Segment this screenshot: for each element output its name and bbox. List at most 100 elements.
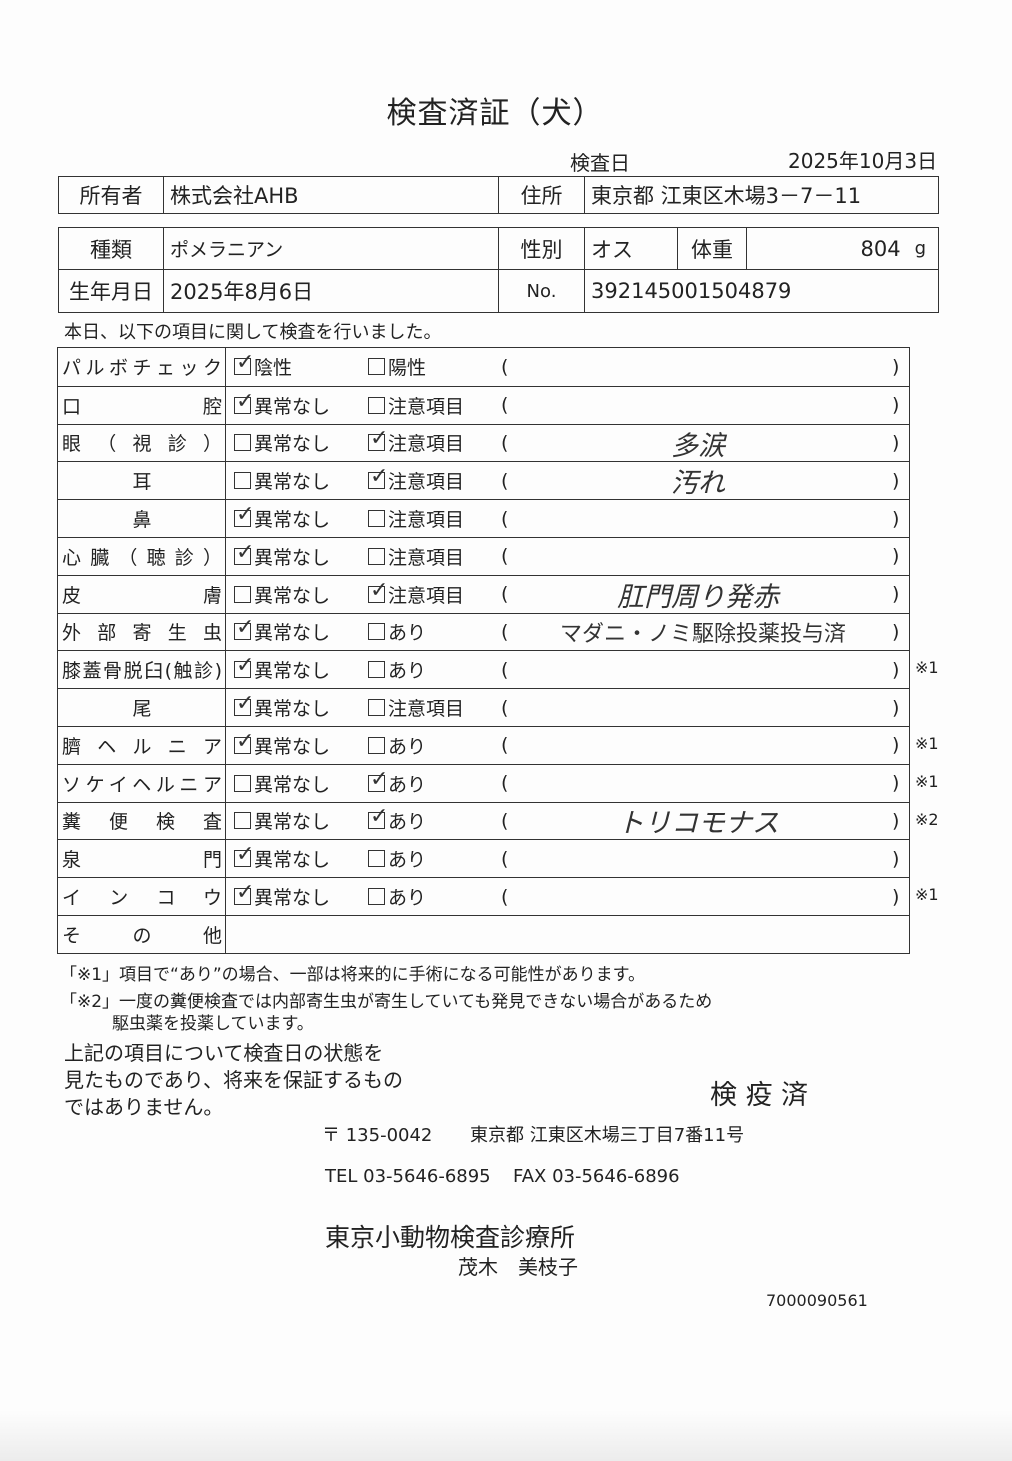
checkbox-icon[interactable] [234, 434, 251, 452]
exam-option[interactable]: 異常なし [234, 689, 330, 726]
open-paren: ( [501, 809, 509, 832]
checked-checkbox-icon[interactable] [234, 729, 254, 754]
exam-option[interactable]: 異常なし [234, 387, 330, 424]
exam-option[interactable]: あり [368, 727, 426, 764]
exam-item-label: 外部寄生虫 [62, 614, 222, 651]
exam-option[interactable]: 異常なし [234, 462, 330, 499]
address-label: 住所 [498, 177, 584, 213]
open-paren: ( [501, 658, 509, 681]
exam-option[interactable]: 注意項目 [368, 462, 464, 499]
checked-checkbox-icon[interactable] [368, 426, 388, 452]
checkbox-icon[interactable] [234, 472, 251, 490]
exam-option[interactable]: あり [368, 840, 426, 877]
close-paren: ) [892, 847, 900, 870]
exam-option[interactable]: 異常なし [234, 803, 330, 840]
owner-label: 所有者 [79, 184, 143, 208]
exam-option[interactable]: あり [368, 803, 426, 840]
exam-item-label: インコウ [62, 878, 222, 915]
checkbox-icon[interactable] [368, 623, 385, 641]
exam-option[interactable]: あり [368, 765, 426, 802]
option-label: 異常なし [254, 887, 331, 910]
exam-option[interactable]: あり [368, 878, 426, 915]
address-value: 東京都 江東区木場3－7－11 [584, 177, 938, 213]
disclaimer-line: 上記の項目について検査日の状態を [64, 1041, 384, 1065]
exam-option[interactable]: あり [368, 614, 426, 651]
checked-checkbox-icon[interactable] [234, 389, 254, 414]
checked-checkbox-icon[interactable] [234, 842, 254, 868]
checkbox-icon[interactable] [368, 661, 385, 679]
checkbox-icon[interactable] [368, 850, 385, 868]
option-label: 注意項目 [388, 546, 465, 569]
option-label: 異常なし [254, 584, 331, 607]
disclaimer: 上記の項目について検査日の状態を 見たものであり、将来を保証するもの ではありま… [64, 1040, 403, 1121]
exam-option[interactable]: 注意項目 [368, 538, 464, 575]
checked-checkbox-icon[interactable] [234, 691, 254, 717]
option-label: 注意項目 [388, 584, 465, 607]
breed-value: ポメラニアン [163, 228, 498, 269]
checked-checkbox-icon[interactable] [234, 502, 254, 528]
exam-option[interactable]: 異常なし [234, 614, 330, 651]
checkbox-icon[interactable] [368, 396, 385, 414]
exam-option[interactable]: 異常なし [234, 651, 330, 688]
weight-label: 体重 [677, 228, 746, 269]
no-value: 392145001504879 [584, 269, 938, 312]
exam-option[interactable]: 異常なし [234, 727, 330, 764]
exam-option[interactable]: 注意項目 [368, 387, 464, 424]
checkbox-icon[interactable] [234, 812, 251, 830]
document-title: 検査済証（犬） [386, 96, 604, 131]
exam-option[interactable]: 異常なし [234, 878, 330, 915]
checked-checkbox-icon[interactable] [368, 464, 388, 490]
exam-row: 膝蓋骨脱臼(触診) 異常なし あり () [58, 650, 909, 689]
open-paren: ( [501, 847, 509, 870]
close-paren: ) [892, 355, 900, 378]
checkbox-icon[interactable] [368, 547, 385, 565]
exam-item-label-text: 口腔 [62, 395, 222, 418]
clinic-name: 東京小動物検査診療所 [325, 1223, 576, 1252]
checkbox-icon[interactable] [368, 888, 385, 906]
exam-option[interactable]: 注意項目 [368, 689, 464, 726]
column-divider [225, 651, 226, 689]
checked-checkbox-icon[interactable] [234, 615, 254, 641]
footnote-1: 「※1」項目で“あり”の場合、一部は将来的に手術になる可能性があります。 [60, 965, 645, 985]
checked-checkbox-icon[interactable] [234, 540, 254, 565]
checked-checkbox-icon[interactable] [234, 653, 254, 679]
exam-note: トリコモナス [617, 808, 779, 840]
checked-checkbox-icon[interactable] [368, 767, 388, 792]
close-paren: ) [892, 545, 900, 568]
exam-row: 口腔 異常なし 注意項目 () [58, 385, 909, 424]
exam-option[interactable]: 異常なし [234, 576, 330, 613]
checked-checkbox-icon[interactable] [234, 880, 254, 906]
column-divider [225, 802, 226, 840]
exam-option[interactable]: 陽性 [368, 348, 426, 386]
exam-row: 尾 異常なし 注意項目 () [58, 688, 909, 726]
exam-option[interactable]: 異常なし [234, 538, 330, 575]
option-label: あり [388, 660, 427, 683]
exam-option[interactable]: 異常なし [234, 425, 330, 462]
checked-checkbox-icon[interactable] [234, 350, 254, 376]
exam-option[interactable]: 注意項目 [368, 500, 464, 537]
exam-item-label-text: 泉門 [62, 849, 222, 872]
exam-row: その他 [58, 914, 909, 953]
exam-option[interactable]: あり [368, 651, 426, 688]
checked-checkbox-icon[interactable] [368, 578, 388, 603]
checkbox-icon[interactable] [368, 699, 385, 717]
exam-option[interactable]: 異常なし [234, 840, 330, 877]
exam-option[interactable]: 異常なし [234, 500, 330, 537]
checkbox-icon[interactable] [234, 774, 251, 792]
close-paren: ) [892, 734, 900, 757]
checkbox-icon[interactable] [368, 510, 385, 528]
checkbox-icon[interactable] [368, 736, 385, 754]
exam-option[interactable]: 異常なし [234, 765, 330, 802]
option-label: 異常なし [254, 622, 331, 645]
checkbox-icon[interactable] [234, 585, 251, 603]
close-paren: ) [892, 507, 900, 530]
exam-option[interactable]: 注意項目 [368, 425, 464, 462]
checkbox-icon[interactable] [368, 358, 385, 376]
exam-option[interactable]: 陰性 [234, 348, 292, 386]
exam-item-label-text: 眼（視診） [62, 433, 222, 456]
checked-checkbox-icon[interactable] [368, 804, 388, 830]
exam-option[interactable]: 注意項目 [368, 576, 464, 613]
open-paren: ( [501, 545, 509, 568]
open-paren: ( [501, 620, 509, 643]
